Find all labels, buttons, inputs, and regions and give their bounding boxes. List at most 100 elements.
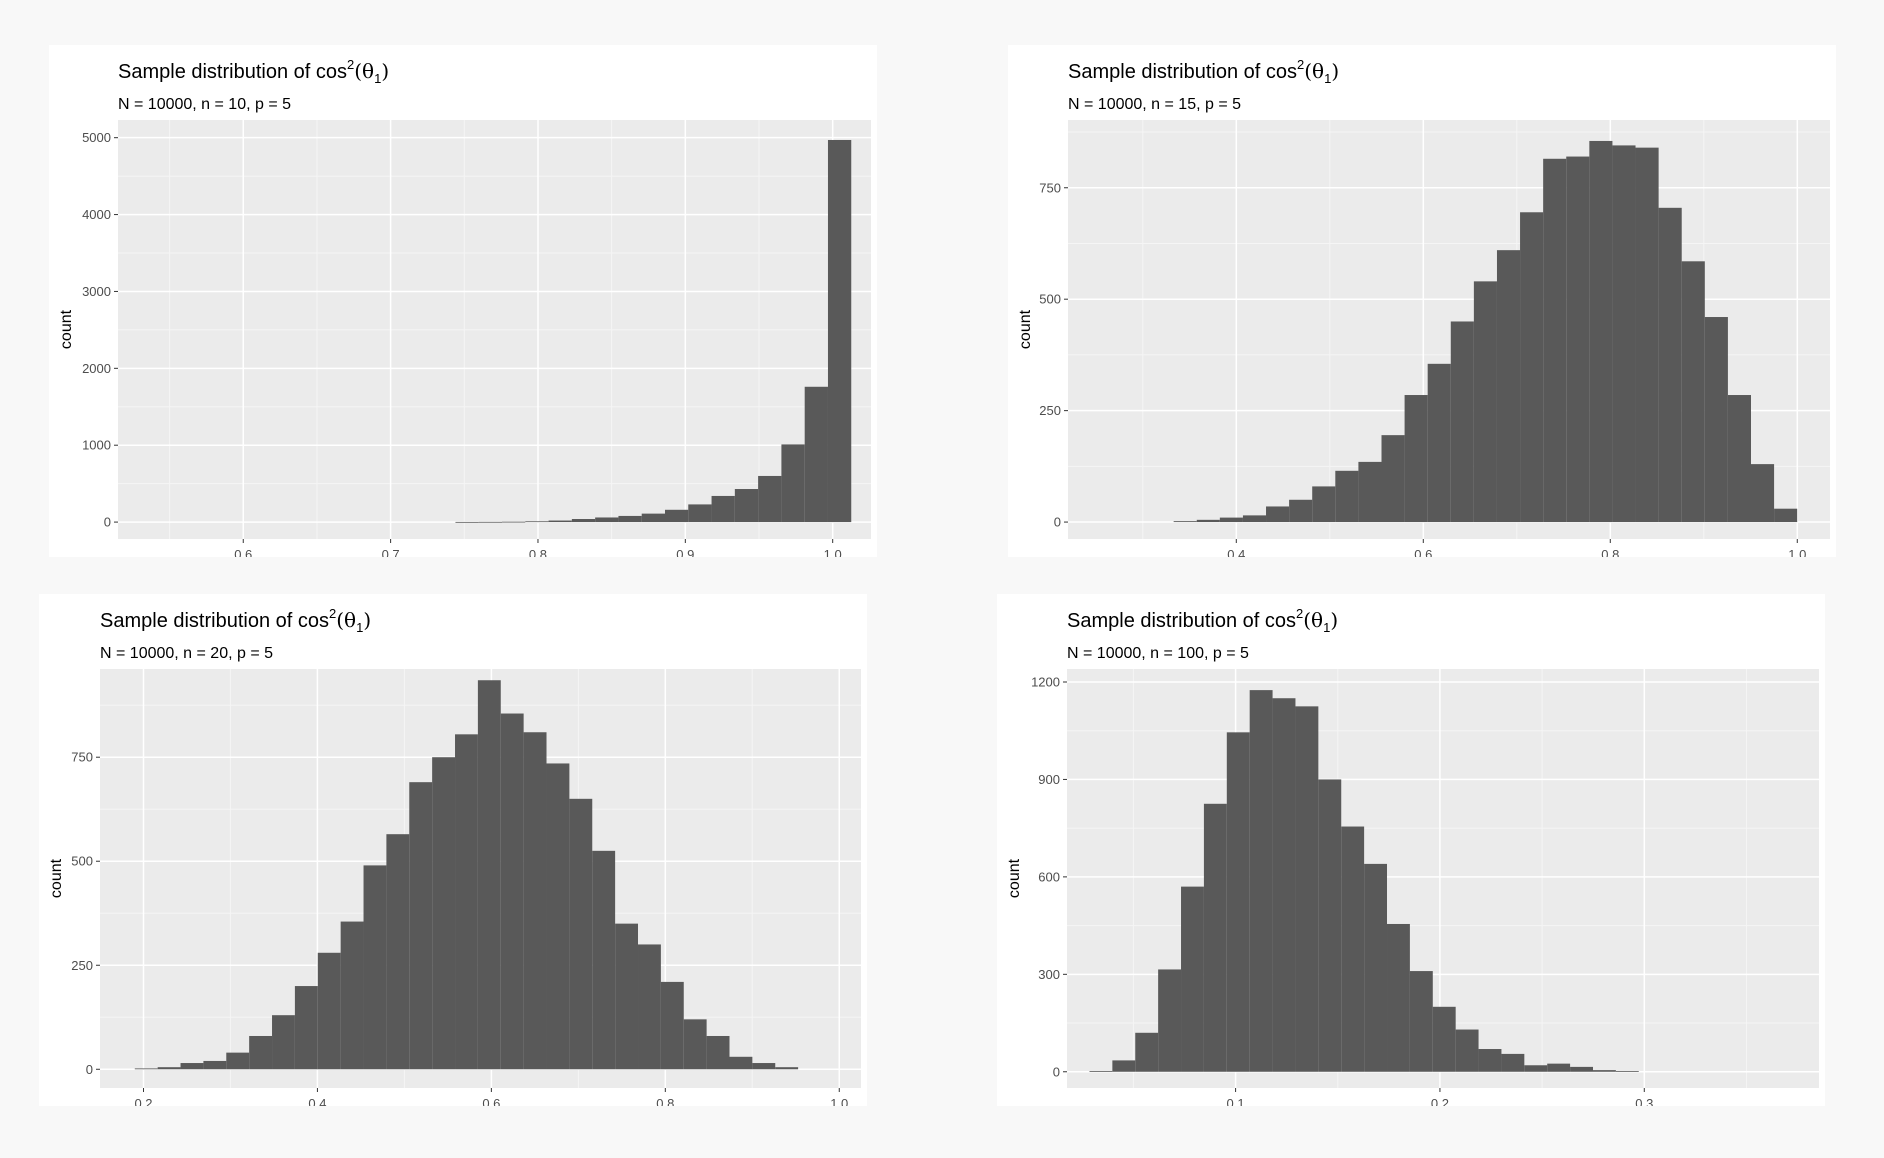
title-theta: (θ xyxy=(354,59,374,83)
x-tick-label: 1.0 xyxy=(1788,547,1806,557)
x-tick-label: 0.8 xyxy=(656,1096,674,1106)
title-text: Sample distribution of cos xyxy=(1068,61,1297,83)
histogram-bar xyxy=(1570,1066,1593,1072)
histogram-bar xyxy=(340,921,364,1070)
y-tick-label: 250 xyxy=(1039,403,1061,418)
histogram-bar xyxy=(1704,317,1728,523)
histogram-panel-n10: Sample distribution of cos2(θ1) N = 10000… xyxy=(49,45,877,557)
histogram-bar xyxy=(688,504,712,523)
histogram-bar xyxy=(615,923,639,1070)
title-theta: (θ xyxy=(1304,59,1324,83)
histogram-bar xyxy=(1196,519,1220,523)
histogram-bar xyxy=(1635,147,1659,523)
y-tick-label: 750 xyxy=(1039,180,1061,195)
histogram-bar xyxy=(1547,1063,1571,1072)
x-tick-label: 0.2 xyxy=(134,1096,152,1106)
histogram-bar xyxy=(729,1056,753,1070)
histogram-bar xyxy=(1478,1049,1502,1072)
title-close: ) xyxy=(363,608,371,632)
histogram-bar xyxy=(1181,886,1204,1072)
histogram-bar xyxy=(618,515,642,523)
histogram-panel-n100: Sample distribution of cos2(θ1) N = 10000… xyxy=(997,594,1825,1106)
histogram-bar xyxy=(595,517,619,523)
chart-svg: Sample distribution of cos2(θ1) N = 10000… xyxy=(58,57,871,557)
histogram-bar xyxy=(706,1035,730,1070)
title-text: Sample distribution of cos xyxy=(118,61,347,83)
histogram-bar xyxy=(1135,1032,1159,1072)
x-tick-label: 0.8 xyxy=(1601,547,1619,557)
histogram-bar xyxy=(455,521,479,523)
x-tick-label: 0.4 xyxy=(308,1096,326,1106)
x-tick-label: 0.8 xyxy=(529,547,547,557)
histogram-bar xyxy=(1450,321,1474,523)
y-tick-label: 0 xyxy=(104,515,111,530)
histogram-bar xyxy=(1387,923,1410,1072)
histogram-bar xyxy=(477,680,501,1070)
histogram-bar xyxy=(1592,1070,1616,1072)
histogram-bar xyxy=(546,763,570,1070)
histogram-bar xyxy=(734,489,759,523)
histogram-bar xyxy=(1658,207,1682,523)
y-axis-label: count xyxy=(58,309,75,349)
title-close: ) xyxy=(1331,59,1339,83)
histogram-bar xyxy=(478,521,503,523)
histogram-bar xyxy=(1381,435,1405,523)
histogram-bar xyxy=(1520,212,1544,523)
title-subscript: 1 xyxy=(356,620,363,635)
histogram-bar xyxy=(525,521,549,523)
chart-subtitle: N = 10000, n = 100, p = 5 xyxy=(1067,645,1249,662)
histogram-bar xyxy=(1112,1060,1136,1072)
histogram-bar xyxy=(409,782,433,1070)
histogram-bar xyxy=(249,1035,273,1070)
histogram-bar xyxy=(571,519,596,523)
x-tick-label: 0.6 xyxy=(234,547,252,557)
histogram-bar xyxy=(455,734,478,1070)
y-axis-label: count xyxy=(1006,858,1023,898)
histogram-bar xyxy=(523,732,547,1070)
histogram-bar xyxy=(1681,261,1705,523)
title-close: ) xyxy=(381,59,389,83)
histogram-bar xyxy=(157,1067,181,1070)
histogram-bar xyxy=(592,850,616,1070)
title-subscript: 1 xyxy=(374,71,381,86)
histogram-bar xyxy=(1566,156,1590,523)
x-tick-label: 0.4 xyxy=(1227,547,1245,557)
histogram-bar xyxy=(1158,969,1182,1072)
histogram-bar xyxy=(432,757,456,1070)
chart-subtitle: N = 10000, n = 10, p = 5 xyxy=(118,96,291,113)
histogram-bar xyxy=(775,1067,799,1070)
x-tick-label: 0.1 xyxy=(1227,1096,1245,1106)
y-tick-label: 900 xyxy=(1038,772,1060,787)
histogram-bar xyxy=(641,513,665,523)
histogram-bar xyxy=(1318,779,1342,1072)
title-theta: (θ xyxy=(336,608,356,632)
histogram-bar xyxy=(500,713,524,1070)
y-tick-label: 0 xyxy=(86,1062,93,1077)
x-tick-label: 0.6 xyxy=(482,1096,500,1106)
histogram-bar xyxy=(272,1015,295,1070)
histogram-bar xyxy=(1427,363,1451,523)
x-tick-label: 0.7 xyxy=(382,547,400,557)
histogram-bar xyxy=(1455,1029,1479,1072)
y-tick-label: 0 xyxy=(1054,515,1061,530)
histogram-bar xyxy=(1089,1071,1113,1072)
histogram-bar xyxy=(317,952,341,1070)
histogram-bar xyxy=(226,1052,250,1070)
histogram-panel-n20: Sample distribution of cos2(θ1) N = 10000… xyxy=(39,594,867,1106)
histogram-bar xyxy=(1295,706,1319,1072)
histogram-bar xyxy=(1750,464,1775,523)
histogram-bar xyxy=(1341,826,1365,1072)
histogram-bar xyxy=(1589,140,1613,523)
y-tick-label: 600 xyxy=(1038,869,1060,884)
title-text: Sample distribution of cos xyxy=(1067,610,1296,632)
histogram-bar xyxy=(804,386,828,523)
histogram-bar xyxy=(1612,145,1636,523)
x-tick-label: 0.9 xyxy=(676,547,694,557)
histogram-bar xyxy=(664,509,689,523)
histogram-bar xyxy=(1266,506,1290,523)
title-superscript: 2 xyxy=(329,606,336,621)
histogram-bar xyxy=(1774,508,1798,523)
histogram-bar xyxy=(1335,470,1359,523)
y-tick-label: 500 xyxy=(1039,292,1061,307)
title-superscript: 2 xyxy=(347,57,354,72)
